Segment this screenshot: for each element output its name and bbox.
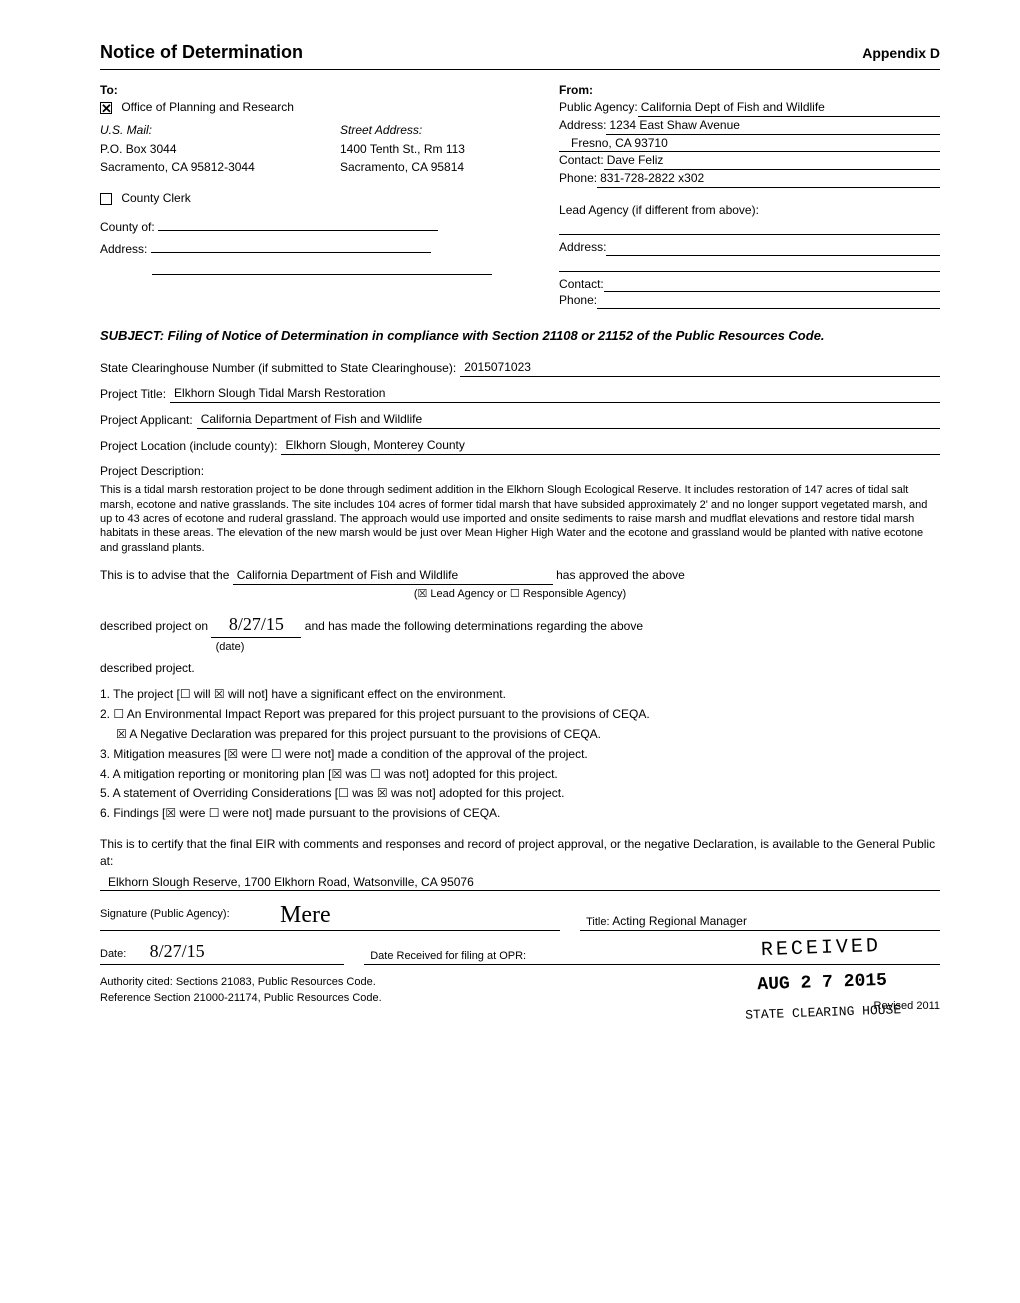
sac2-text: Sacramento, CA 95814 <box>340 159 464 176</box>
received-filing-label: Date Received for filing at OPR: <box>370 950 526 962</box>
opr-label: Office of Planning and Research <box>121 100 294 114</box>
lead-agency-label: Lead Agency (if different from above): <box>559 202 940 219</box>
lead-address-label: Address: <box>559 239 606 256</box>
street-text: 1400 Tenth St., Rm 113 <box>340 141 465 158</box>
described-date-handwritten: 8/27/15 <box>229 612 284 637</box>
from-contact-value: Dave Feliz <box>604 152 940 170</box>
title-value: Acting Regional Manager <box>612 914 747 928</box>
usmail-label: U.S. Mail: <box>100 122 310 139</box>
appendix-label: Appendix D <box>862 44 940 64</box>
signature-label: Signature (Public Agency): <box>100 908 230 920</box>
project-title-label: Project Title: <box>100 386 166 403</box>
from-contact-label: Contact: <box>559 152 604 170</box>
page-title: Notice of Determination <box>100 40 303 65</box>
project-title-value: Elkhorn Slough Tidal Marsh Restoration <box>170 385 940 403</box>
lead-phone-label: Phone: <box>559 292 597 309</box>
described-date-label: (date) <box>100 640 360 655</box>
described-suffix: and has made the following determination… <box>305 619 643 633</box>
advise-prefix: This is to advise that the <box>100 568 229 582</box>
reference-section: Reference Section 21000-21174, Public Re… <box>100 991 604 1006</box>
to-label: To: <box>100 82 519 99</box>
public-agency-label: Public Agency: <box>559 99 638 117</box>
determination-1: 1. The project [☐ will ☒ will not] have … <box>100 686 940 703</box>
location-value: Elkhorn Slough, Monterey County <box>281 437 940 455</box>
advise-suffix: has approved the above <box>556 568 685 582</box>
described-last: described project. <box>100 660 940 677</box>
county-clerk-label: County Clerk <box>121 191 190 205</box>
determination-6: 6. Findings [☒ were ☐ were not] made pur… <box>100 805 940 822</box>
date-label: Date: <box>100 948 126 960</box>
lead-address-field-2[interactable] <box>559 258 940 272</box>
county-of-field[interactable] <box>158 217 438 231</box>
stamp-received: RECEIVED <box>742 933 899 966</box>
advise-agency: California Department of Fish and Wildli… <box>233 567 553 585</box>
county-clerk-checkbox[interactable] <box>100 193 112 205</box>
lead-contact-label: Contact: <box>559 276 604 293</box>
lead-contact-field[interactable] <box>604 276 940 293</box>
subject-heading: SUBJECT: Filing of Notice of Determinati… <box>100 327 940 345</box>
date-handwritten: 8/27/15 <box>150 939 205 964</box>
title-label: Title: <box>586 916 609 928</box>
applicant-value: California Department of Fish and Wildli… <box>197 411 940 429</box>
lead-phone-field[interactable] <box>597 292 940 309</box>
opr-checkbox[interactable] <box>100 102 112 114</box>
public-agency-value: California Dept of Fish and Wildlife <box>638 99 940 117</box>
to-address-field-2[interactable] <box>152 261 492 275</box>
description-label: Project Description: <box>100 463 940 480</box>
stamp-date: AUG 2 7 2015 <box>744 969 901 1000</box>
determination-2b: ☒ A Negative Declaration was prepared fo… <box>116 726 940 743</box>
determination-2: 2. ☐ An Environmental Impact Report was … <box>100 706 940 723</box>
from-address-2: Fresno, CA 93710 <box>559 135 940 153</box>
from-address-1: 1234 East Shaw Avenue <box>606 117 940 135</box>
county-of-label: County of: <box>100 220 155 234</box>
described-prefix: described project on <box>100 619 208 633</box>
sch-label: State Clearinghouse Number (if submitted… <box>100 360 456 377</box>
street-address-label: Street Address: <box>340 122 422 139</box>
advise-sublabel: (☒ Lead Agency or ☐ Responsible Agency) <box>100 587 940 602</box>
description-text: This is a tidal marsh restoration projec… <box>100 483 940 554</box>
determination-5: 5. A statement of Overriding Considerati… <box>100 785 940 802</box>
from-phone-label: Phone: <box>559 170 597 188</box>
from-phone-value: 831-728-2822 x302 <box>597 170 940 188</box>
sch-value: 2015071023 <box>460 359 940 377</box>
determination-3: 3. Mitigation measures [☒ were ☐ were no… <box>100 746 940 763</box>
determination-4: 4. A mitigation reporting or monitoring … <box>100 766 940 783</box>
authority-cited: Authority cited: Sections 21083, Public … <box>100 975 604 990</box>
from-address-label: Address: <box>559 117 606 135</box>
lead-agency-field[interactable] <box>559 221 940 235</box>
to-address-label: Address: <box>100 242 147 256</box>
available-at-value: Elkhorn Slough Reserve, 1700 Elkhorn Roa… <box>100 874 940 892</box>
signature-handwritten: Mere <box>280 899 331 933</box>
sac1-text: Sacramento, CA 95812-3044 <box>100 159 310 176</box>
from-label: From: <box>559 82 940 99</box>
applicant-label: Project Applicant: <box>100 412 193 429</box>
pobox-text: P.O. Box 3044 <box>100 141 310 158</box>
lead-address-field[interactable] <box>606 239 940 256</box>
certify-text: This is to certify that the final EIR wi… <box>100 836 940 870</box>
revised-text: Revised 2011 <box>874 999 940 1014</box>
to-address-field[interactable] <box>151 239 431 253</box>
location-label: Project Location (include county): <box>100 438 277 455</box>
